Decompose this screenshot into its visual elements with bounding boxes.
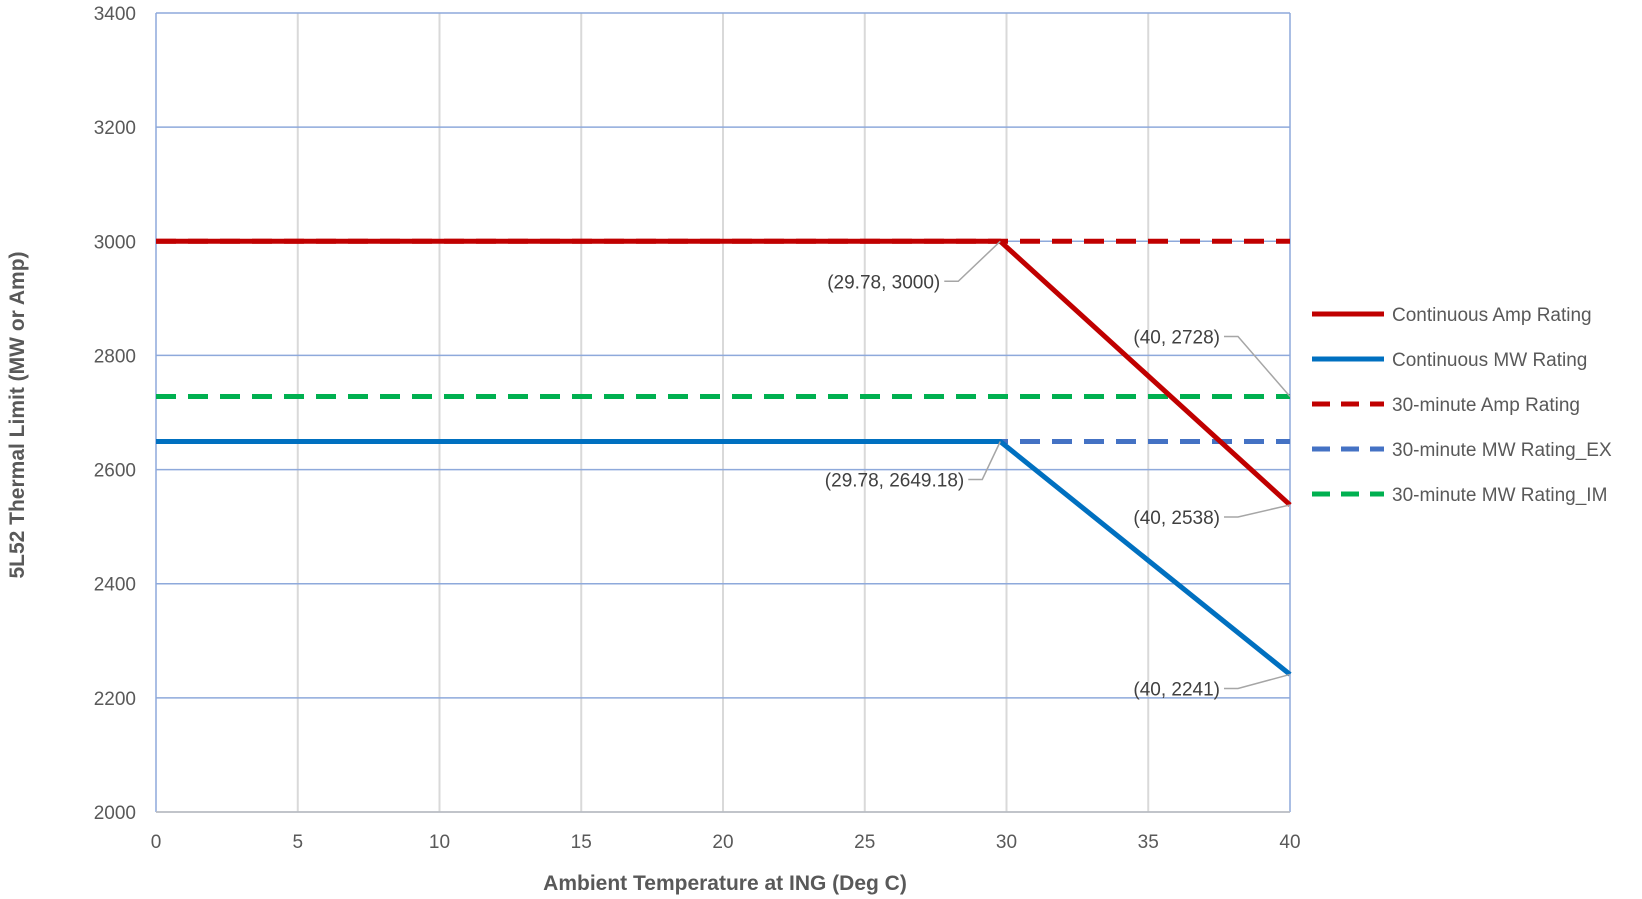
annotation-label: (40, 2538) bbox=[1133, 508, 1220, 529]
legend-label: Continuous Amp Rating bbox=[1392, 305, 1592, 326]
y-tick-label: 2200 bbox=[94, 689, 136, 710]
y-tick-label: 2000 bbox=[94, 803, 136, 824]
x-tick-label: 0 bbox=[151, 832, 162, 853]
annotation-leader bbox=[968, 441, 1001, 481]
legend-label: 30-minute MW Rating_IM bbox=[1392, 485, 1607, 506]
x-tick-label: 35 bbox=[1138, 832, 1159, 853]
annotation-leader bbox=[1224, 335, 1291, 398]
y-tick-label: 2400 bbox=[94, 575, 136, 596]
y-tick-label: 3400 bbox=[94, 4, 136, 25]
y-tick-label: 3000 bbox=[94, 232, 136, 253]
x-tick-label: 10 bbox=[429, 832, 450, 853]
annotation-leader bbox=[944, 240, 1001, 283]
x-tick-label: 30 bbox=[996, 832, 1017, 853]
annotation-leader bbox=[1224, 504, 1291, 518]
annotations: (29.78, 3000) (40, 2728) (29.78, 2649.18) (… bbox=[825, 240, 1291, 700]
x-tick-label: 5 bbox=[292, 832, 303, 853]
annotation-leader bbox=[1224, 673, 1291, 690]
legend-label: 30-minute MW Rating_EX bbox=[1392, 440, 1612, 461]
annotation-label: (29.78, 2649.18) bbox=[825, 471, 964, 492]
y-tick-label: 2800 bbox=[94, 346, 136, 367]
grid bbox=[155, 12, 1291, 813]
series-line-2 bbox=[156, 439, 1292, 677]
x-axis-title: Ambient Temperature at ING (Deg C) bbox=[543, 872, 907, 895]
annotation-label: (40, 2728) bbox=[1133, 328, 1220, 349]
y-axis-title: 5L52 Thermal Limit (MW or Amp) bbox=[6, 251, 29, 578]
y-tick-label: 3200 bbox=[94, 118, 136, 139]
annotation-label: (29.78, 3000) bbox=[827, 272, 940, 293]
x-tick-label: 20 bbox=[712, 832, 733, 853]
legend-label: Continuous MW Rating bbox=[1392, 350, 1587, 371]
x-tick-label: 15 bbox=[571, 832, 592, 853]
legend: Continuous Amp Rating Continuous MW Ratin… bbox=[1312, 305, 1612, 506]
annotation-label: (40, 2241) bbox=[1133, 679, 1220, 700]
x-tick-label: 40 bbox=[1279, 832, 1300, 853]
x-tick-label: 25 bbox=[854, 832, 875, 853]
y-tick-label: 2600 bbox=[94, 461, 136, 482]
legend-label: 30-minute Amp Rating bbox=[1392, 395, 1580, 416]
tick-labels: 0 5 10 15 20 25 30 35 40 2000 2200 2400 2600 2800 3000… bbox=[94, 4, 1301, 853]
